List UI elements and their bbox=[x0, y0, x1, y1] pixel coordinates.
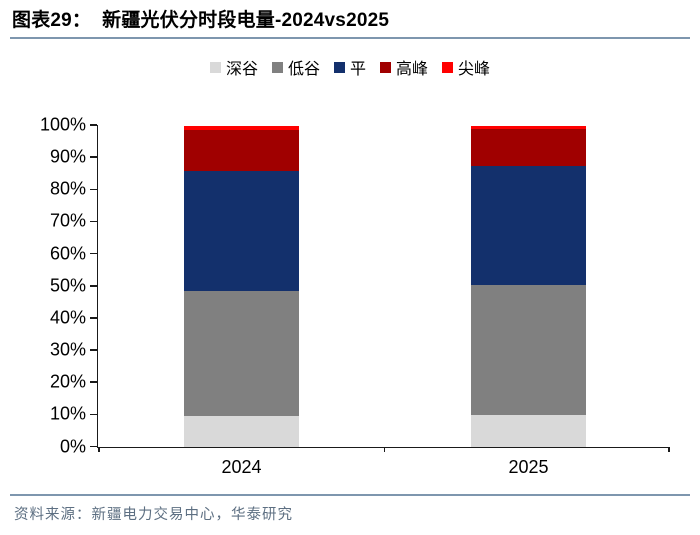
y-axis-label: 80% bbox=[49, 178, 86, 199]
source-note: 资料来源：新疆电力交易中心，华泰研究 bbox=[14, 507, 293, 523]
y-axis-tick bbox=[90, 252, 97, 255]
y-axis-label: 30% bbox=[49, 339, 86, 360]
legend-swatch-icon bbox=[442, 61, 454, 73]
legend-label: 尖峰 bbox=[458, 61, 491, 78]
figure-number: 图表29： bbox=[12, 10, 92, 31]
y-axis-tick bbox=[90, 285, 97, 287]
bar-segment bbox=[184, 130, 299, 171]
x-axis-label: 2025 bbox=[508, 457, 549, 477]
y-axis-tick bbox=[90, 317, 97, 319]
legend-label: 低谷 bbox=[287, 61, 320, 78]
y-axis-label: 10% bbox=[49, 403, 86, 424]
bar-segment bbox=[184, 291, 299, 417]
bar-segment bbox=[471, 125, 586, 129]
title-divider bbox=[10, 37, 690, 39]
legend-swatch-icon bbox=[209, 61, 221, 73]
y-axis-tick bbox=[90, 156, 97, 158]
page-title: 图表29： 新疆光伏分时段电量-2024vs2025 bbox=[12, 5, 389, 32]
bar-segment bbox=[471, 165, 586, 285]
y-axis-label: 70% bbox=[49, 210, 86, 231]
chart-legend: 深谷 低谷 平 高峰 尖峰 bbox=[0, 55, 700, 79]
footer-divider bbox=[10, 494, 690, 496]
y-axis-label: 90% bbox=[49, 146, 86, 167]
legend-item-4: 尖峰 bbox=[442, 55, 490, 79]
y-axis-tick bbox=[90, 381, 97, 383]
y-axis-tick bbox=[90, 349, 97, 351]
y-axis-tick bbox=[90, 188, 97, 191]
y-axis-tick bbox=[90, 413, 97, 416]
bar-segment bbox=[184, 416, 299, 447]
plot-area: 0% 10% 20% 30% 40% 50% 60% 70% 80% 90% 100% 2024 202… bbox=[40, 115, 670, 477]
y-axis-label: 40% bbox=[49, 307, 86, 328]
legend-swatch-icon bbox=[271, 61, 283, 73]
legend-swatch-icon bbox=[380, 61, 391, 73]
y-axis-label: 60% bbox=[49, 243, 86, 264]
x-axis-label: 2024 bbox=[221, 457, 262, 477]
y-axis-tick bbox=[90, 124, 97, 126]
bar-segment bbox=[471, 128, 586, 166]
bar-segment bbox=[471, 414, 586, 447]
y-axis-label: 20% bbox=[49, 371, 86, 392]
legend-label: 高峰 bbox=[396, 61, 429, 78]
x-axis-tick bbox=[98, 447, 100, 452]
y-axis-label: 100% bbox=[39, 114, 86, 135]
legend-label: 深谷 bbox=[225, 61, 258, 78]
y-axis-label: 50% bbox=[49, 275, 86, 296]
x-axis-tick bbox=[668, 447, 670, 452]
y-axis-label: 0% bbox=[59, 436, 86, 456]
legend-item-0: 深谷 bbox=[209, 55, 258, 79]
bar-segment bbox=[184, 125, 299, 131]
legend-item-1: 低谷 bbox=[271, 55, 320, 79]
x-axis-tick bbox=[383, 447, 386, 452]
figure-title: 新疆光伏分时段电量-2024vs2025 bbox=[102, 10, 390, 31]
legend-item-2: 平 bbox=[333, 55, 366, 79]
y-axis-tick bbox=[90, 445, 97, 448]
bar-segment bbox=[184, 170, 299, 292]
legend-item-3: 高峰 bbox=[380, 55, 428, 79]
bar-segment bbox=[471, 284, 586, 415]
legend-swatch-icon bbox=[333, 61, 345, 73]
y-axis-tick bbox=[90, 220, 97, 223]
legend-label: 平 bbox=[349, 61, 366, 78]
